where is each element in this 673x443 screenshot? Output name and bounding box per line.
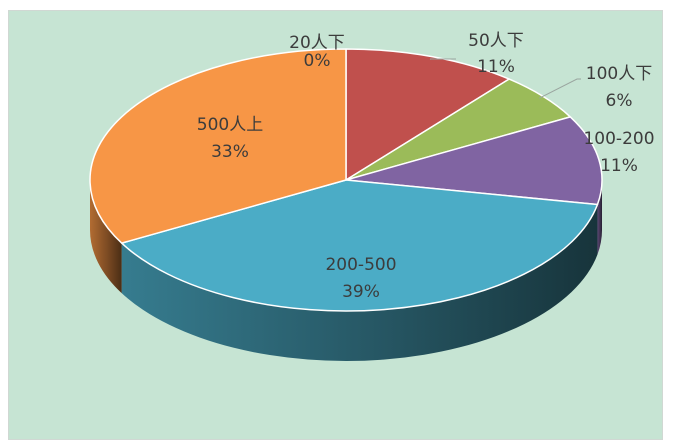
slice-label: 500人上: [197, 115, 263, 135]
slice-label: 200-500: [325, 255, 396, 275]
slice-percent-label: 11%: [477, 57, 515, 77]
slice-200-500: [120, 179, 599, 312]
slice-label: 50人下: [468, 31, 524, 51]
slice-side-500人上: [90, 180, 122, 294]
slice-50人下: [345, 48, 510, 181]
slice-side-200-500: [121, 204, 598, 361]
slice-percent-label: 11%: [600, 156, 638, 176]
slice-percent-label: 39%: [342, 282, 380, 302]
slice-percent-label: 33%: [211, 142, 249, 162]
chart-frame: 20人下 0% 50人下 11% 100人下 6% 100-200 11% 200-500 39%…: [8, 10, 663, 440]
slice-label: 100-200: [583, 129, 654, 149]
slice-label: 100人下: [586, 64, 652, 84]
leader-line-100人下: [539, 78, 581, 99]
slice-100-200: [345, 116, 603, 206]
slice-percent-label: 6%: [606, 91, 633, 111]
slice-percent-label: 0%: [304, 51, 331, 71]
slice-label: 20人下: [289, 33, 345, 53]
slice-500人上: [89, 48, 347, 244]
slice-side-100-200: [597, 180, 602, 255]
